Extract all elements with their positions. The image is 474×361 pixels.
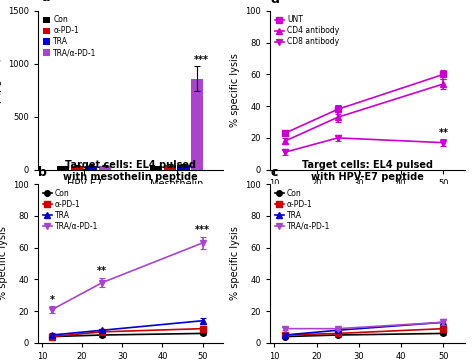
Text: **: **	[97, 266, 107, 276]
X-axis label: E:T ratio: E:T ratio	[347, 193, 388, 203]
Y-axis label: % specific lysis: % specific lysis	[0, 227, 8, 300]
Y-axis label: IFN-γ (pg/mL): IFN-γ (pg/mL)	[0, 57, 2, 123]
Legend: Con, α-PD-1, TRA, TRA/α-PD-1: Con, α-PD-1, TRA, TRA/α-PD-1	[274, 188, 331, 231]
Y-axis label: % specific lysis: % specific lysis	[230, 53, 240, 127]
Bar	[71, 166, 83, 170]
Text: d: d	[270, 0, 279, 6]
Text: **: **	[438, 128, 448, 138]
Legend: Con, α-PD-1, TRA, TRA/α-PD-1: Con, α-PD-1, TRA, TRA/α-PD-1	[42, 188, 99, 231]
Title: Target cells: EL4 pulsed
with mesothelin peptide: Target cells: EL4 pulsed with mesothelin…	[63, 160, 198, 182]
Text: c: c	[270, 166, 278, 179]
Bar	[191, 79, 203, 170]
Bar	[150, 166, 162, 170]
Legend: UNT, CD4 antibody, CD8 antibody: UNT, CD4 antibody, CD8 antibody	[274, 15, 340, 47]
Text: ***: ***	[195, 225, 210, 235]
Bar	[164, 165, 176, 170]
Text: a: a	[42, 0, 50, 4]
Bar	[177, 165, 190, 170]
Y-axis label: % specific lysis: % specific lysis	[230, 227, 240, 300]
Bar	[99, 166, 111, 170]
Bar	[85, 166, 97, 170]
Legend: Con, α-PD-1, TRA, TRA/α-PD-1: Con, α-PD-1, TRA, TRA/α-PD-1	[42, 15, 97, 58]
Text: b: b	[38, 166, 47, 179]
Text: *: *	[49, 295, 55, 305]
Title: Target cells: EL4 pulsed
with HPV-E7 peptide: Target cells: EL4 pulsed with HPV-E7 pep…	[302, 160, 433, 182]
Bar	[57, 166, 69, 170]
Text: ***: ***	[194, 55, 209, 65]
